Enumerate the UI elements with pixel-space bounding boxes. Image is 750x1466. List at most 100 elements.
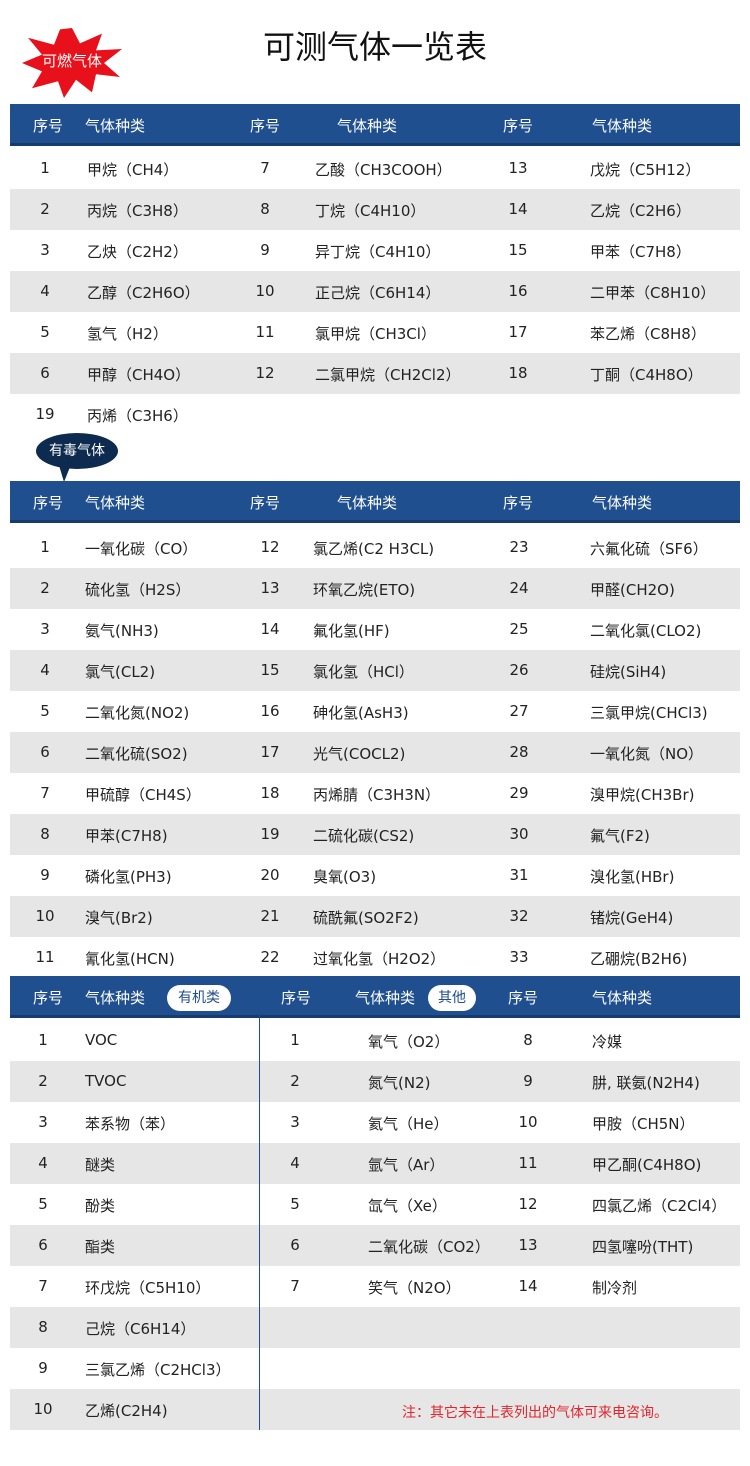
gas-name: 丁酮（C4H8O） bbox=[590, 366, 703, 384]
toxic-badge: 有毒气体 bbox=[36, 433, 118, 469]
row-number: 3 bbox=[290, 1113, 300, 1131]
row-number: 12 bbox=[260, 538, 280, 556]
row-number: 7 bbox=[290, 1277, 300, 1295]
row-number: 4 bbox=[38, 1154, 48, 1172]
table-row: 7 环戊烷（C5H10） 7 笑气（N2O） 14 制冷剂 bbox=[10, 1266, 740, 1307]
gas-name: 六氟化硫（SF6） bbox=[590, 540, 708, 558]
table-row: 9 三氯乙烯（C2HCl3） bbox=[10, 1348, 740, 1389]
col-num: 序号 bbox=[503, 117, 534, 135]
gas-name: 制冷剂 bbox=[592, 1279, 638, 1297]
row-number: 6 bbox=[40, 743, 50, 761]
gas-name: 丁烷（C4H10） bbox=[315, 202, 426, 220]
row-number: 7 bbox=[260, 159, 270, 177]
gas-name: 氰化氢(HCN) bbox=[85, 950, 175, 968]
row-number: 27 bbox=[509, 702, 529, 720]
gas-name: 乙酸（CH3COOH） bbox=[315, 161, 452, 179]
row-number: 3 bbox=[40, 620, 50, 638]
table-row: 2 丙烷（C3H8） 8 丁烷（C4H10） 14 乙烷（C2H6） bbox=[10, 189, 740, 230]
gas-name: 环氧乙烷(ETO) bbox=[313, 581, 416, 599]
table-row: 1 一氧化碳（CO） 12 氯乙烯(C2 H3CL) 23 六氟化硫（SF6） bbox=[10, 527, 740, 568]
gas-name: 正己烷（C6H14） bbox=[315, 284, 441, 302]
col-name: 气体种类 bbox=[592, 494, 653, 512]
row-number: 8 bbox=[40, 825, 50, 843]
organic-badge: 有机类 bbox=[167, 985, 231, 1011]
row-number: 1 bbox=[40, 538, 50, 556]
col-name: 气体种类 bbox=[592, 989, 653, 1007]
other-badge: 其他 bbox=[428, 985, 476, 1011]
gas-name: 笑气（N2O） bbox=[368, 1279, 461, 1297]
gas-name: 酚类 bbox=[85, 1197, 116, 1215]
col-num: 序号 bbox=[281, 989, 312, 1007]
combustible-badge: 可燃气体 bbox=[41, 52, 102, 70]
gas-name: 苯系物（苯） bbox=[85, 1115, 176, 1133]
col-name: 气体种类 bbox=[355, 989, 416, 1007]
col-name: 气体种类 bbox=[337, 494, 398, 512]
row-number: 13 bbox=[260, 579, 280, 597]
row-number: 6 bbox=[290, 1236, 300, 1254]
gas-name: 甲硫醇（CH4S） bbox=[85, 786, 201, 804]
row-number: 13 bbox=[518, 1236, 538, 1254]
gas-name: 氮气(N2) bbox=[368, 1074, 431, 1092]
gas-name: 光气(COCL2) bbox=[313, 745, 406, 763]
col-name: 气体种类 bbox=[85, 494, 146, 512]
gas-name: 过氧化氢（H2O2） bbox=[313, 950, 446, 968]
col-name: 气体种类 bbox=[592, 117, 653, 135]
row-number: 7 bbox=[40, 784, 50, 802]
row-number: 8 bbox=[523, 1031, 533, 1049]
gas-name: 酯类 bbox=[85, 1238, 116, 1256]
gas-name: 甲烷（CH4） bbox=[87, 161, 179, 179]
gas-name: 氯乙烯(C2 H3CL) bbox=[313, 540, 435, 558]
gas-name: 丙烯腈（C3H3N） bbox=[313, 786, 441, 804]
gas-name: 冷媒 bbox=[592, 1033, 623, 1051]
gas-name: 臭氧(O3) bbox=[313, 868, 377, 886]
gas-name: 二氧化碳（CO2） bbox=[368, 1238, 490, 1256]
table-row: 2 硫化氢（H2S） 13 环氧乙烷(ETO) 24 甲醛(CH2O) bbox=[10, 568, 740, 609]
table-row: 9 磷化氢(PH3) 20 臭氧(O3) 31 溴化氢(HBr) bbox=[10, 855, 740, 896]
row-number: 4 bbox=[40, 661, 50, 679]
col-num: 序号 bbox=[250, 494, 281, 512]
gas-name: 氯气(CL2) bbox=[85, 663, 156, 681]
gas-name: 氙气（Xe） bbox=[368, 1197, 447, 1215]
table-row: 4 乙醇（C2H6O） 10 正己烷（C6H14） 16 二甲苯（C8H10） bbox=[10, 271, 740, 312]
row-number: 12 bbox=[518, 1195, 538, 1213]
table-row: 3 苯系物（苯） 3 氦气（He） 10 甲胺（CH5N） bbox=[10, 1102, 740, 1143]
gas-name: 三氯乙烯（C2HCl3） bbox=[85, 1361, 231, 1379]
row-number: 2 bbox=[40, 579, 50, 597]
row-number: 5 bbox=[38, 1195, 48, 1213]
table-row: 2 TVOC 2 氮气(N2) 9 肼, 联氨(N2H4) bbox=[10, 1061, 740, 1102]
row-number: 18 bbox=[508, 364, 528, 382]
table-row: 7 甲硫醇（CH4S） 18 丙烯腈（C3H3N） 29 溴甲烷(CH3Br) bbox=[10, 773, 740, 814]
col-num: 序号 bbox=[503, 494, 534, 512]
row-number: 30 bbox=[509, 825, 529, 843]
gas-name: 氧气（O2） bbox=[368, 1033, 450, 1051]
organic-other-table-header: 序号 气体种类 序号 气体种类 序号 气体种类 bbox=[10, 976, 740, 1018]
row-number: 5 bbox=[40, 323, 50, 341]
table-row: 6 二氧化硫(SO2) 17 光气(COCL2) 28 一氧化氮（NO） bbox=[10, 732, 740, 773]
row-number: 19 bbox=[35, 405, 55, 423]
row-number: 11 bbox=[518, 1154, 538, 1172]
table-row: 3 氨气(NH3) 14 氟化氢(HF) 25 二氧化氯(CLO2) bbox=[10, 609, 740, 650]
row-number: 9 bbox=[523, 1072, 533, 1090]
col-num: 序号 bbox=[33, 117, 64, 135]
gas-name: 苯乙烯（C8H8） bbox=[590, 325, 706, 343]
gas-name: 乙烷（C2H6） bbox=[590, 202, 691, 220]
row-number: 7 bbox=[38, 1277, 48, 1295]
table-row: 4 醚类 4 氩气（Ar） 11 甲乙酮(C4H8O) bbox=[10, 1143, 740, 1184]
row-number: 28 bbox=[509, 743, 529, 761]
gas-name: 二硫化碳(CS2) bbox=[313, 827, 415, 845]
row-number: 16 bbox=[260, 702, 280, 720]
table-row: 11 氰化氢(HCN) 22 过氧化氢（H2O2） 33 乙硼烷(B2H6) bbox=[10, 937, 740, 978]
gas-name: 锗烷(GeH4) bbox=[590, 909, 674, 927]
row-number: 14 bbox=[508, 200, 528, 218]
col-num: 序号 bbox=[33, 494, 64, 512]
row-number: 14 bbox=[518, 1277, 538, 1295]
combustible-table-header: 序号 气体种类 序号 气体种类 序号 气体种类 bbox=[10, 104, 740, 146]
gas-name: 甲醇（CH4O） bbox=[87, 366, 191, 384]
col-name: 气体种类 bbox=[337, 117, 398, 135]
row-number: 9 bbox=[40, 866, 50, 884]
row-number: 3 bbox=[38, 1113, 48, 1131]
gas-name: 甲苯(C7H8) bbox=[85, 827, 168, 845]
row-number: 4 bbox=[290, 1154, 300, 1172]
gas-name: 乙炔（C2H2） bbox=[87, 243, 188, 261]
gas-name: 异丁烷（C4H10） bbox=[315, 243, 441, 261]
